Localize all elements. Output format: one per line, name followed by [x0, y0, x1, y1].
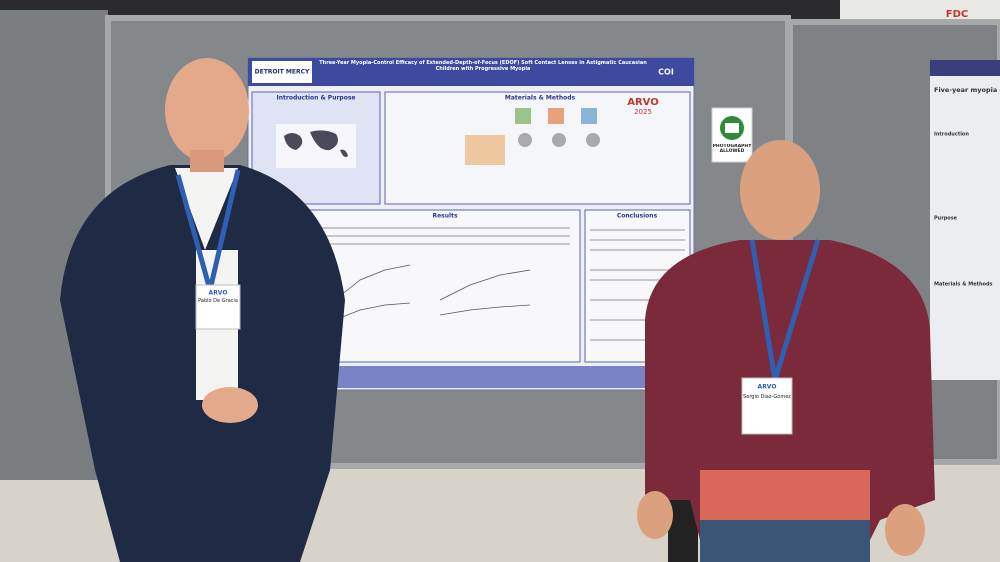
shirt — [175, 168, 238, 250]
institution: DETROIT MERCY — [255, 69, 310, 76]
photo-sign-label-box: PHOTOGRAPHY ALLOWED — [712, 144, 752, 154]
person-right: ARVO Sergio Díaz-Gómez — [637, 140, 935, 562]
poster-footer — [310, 366, 690, 388]
badge-event: ARVO — [209, 290, 228, 297]
right-section-heading: Introduction — [934, 132, 969, 138]
neck — [190, 150, 224, 172]
poster-title: Three-Year Myopia-Control Efficacy of Ex… — [319, 60, 647, 72]
badge-name-box: Sergio Díaz-Gómez — [743, 394, 791, 400]
panel — [384, 91, 691, 205]
panel — [309, 209, 581, 363]
event-year: 2025 — [634, 108, 652, 116]
right-poster-header — [930, 60, 1000, 76]
head — [165, 58, 249, 162]
badge — [741, 377, 793, 435]
logo-box — [252, 61, 312, 83]
section-heading: Materials & Methods — [505, 95, 576, 102]
method-figures — [465, 108, 600, 165]
right-section-heading: Materials & Methods — [934, 282, 993, 288]
badge — [195, 284, 241, 330]
badge-name-box: Pablo De Gracia — [198, 298, 238, 304]
head — [740, 140, 820, 240]
right-poster — [930, 60, 1000, 380]
camera-body — [725, 123, 739, 133]
hand — [637, 491, 673, 539]
hands — [202, 387, 258, 423]
result-plots — [334, 264, 531, 321]
right-section-heading: Purpose — [934, 216, 958, 222]
right-poster-title: Five-year myopia c — [934, 86, 1000, 94]
world-map — [276, 124, 356, 168]
section-heading: Introduction & Purpose — [277, 95, 356, 102]
logo-right: COI — [658, 68, 674, 77]
shirt — [700, 470, 870, 520]
section-heading: Conclusions — [617, 213, 658, 220]
map-shape — [284, 130, 348, 158]
photo-sign-label: PHOTOGRAPHY ALLOWED — [712, 144, 752, 154]
event-logo: ARVO — [627, 97, 659, 108]
badge-name: Pablo De Gracia — [198, 298, 238, 304]
background-sign: FDC — [946, 9, 968, 20]
jeans — [700, 520, 870, 562]
badge-event: ARVO — [758, 384, 777, 391]
section-heading: Results — [432, 213, 457, 220]
poster-title-box: Three-Year Myopia-Control Efficacy of Ex… — [319, 60, 647, 72]
badge-name: Sergio Díaz-Gómez — [743, 394, 791, 400]
poster-header — [248, 58, 694, 86]
person-left: ARVO Pablo De Gracia — [60, 58, 345, 562]
hand — [885, 504, 925, 556]
